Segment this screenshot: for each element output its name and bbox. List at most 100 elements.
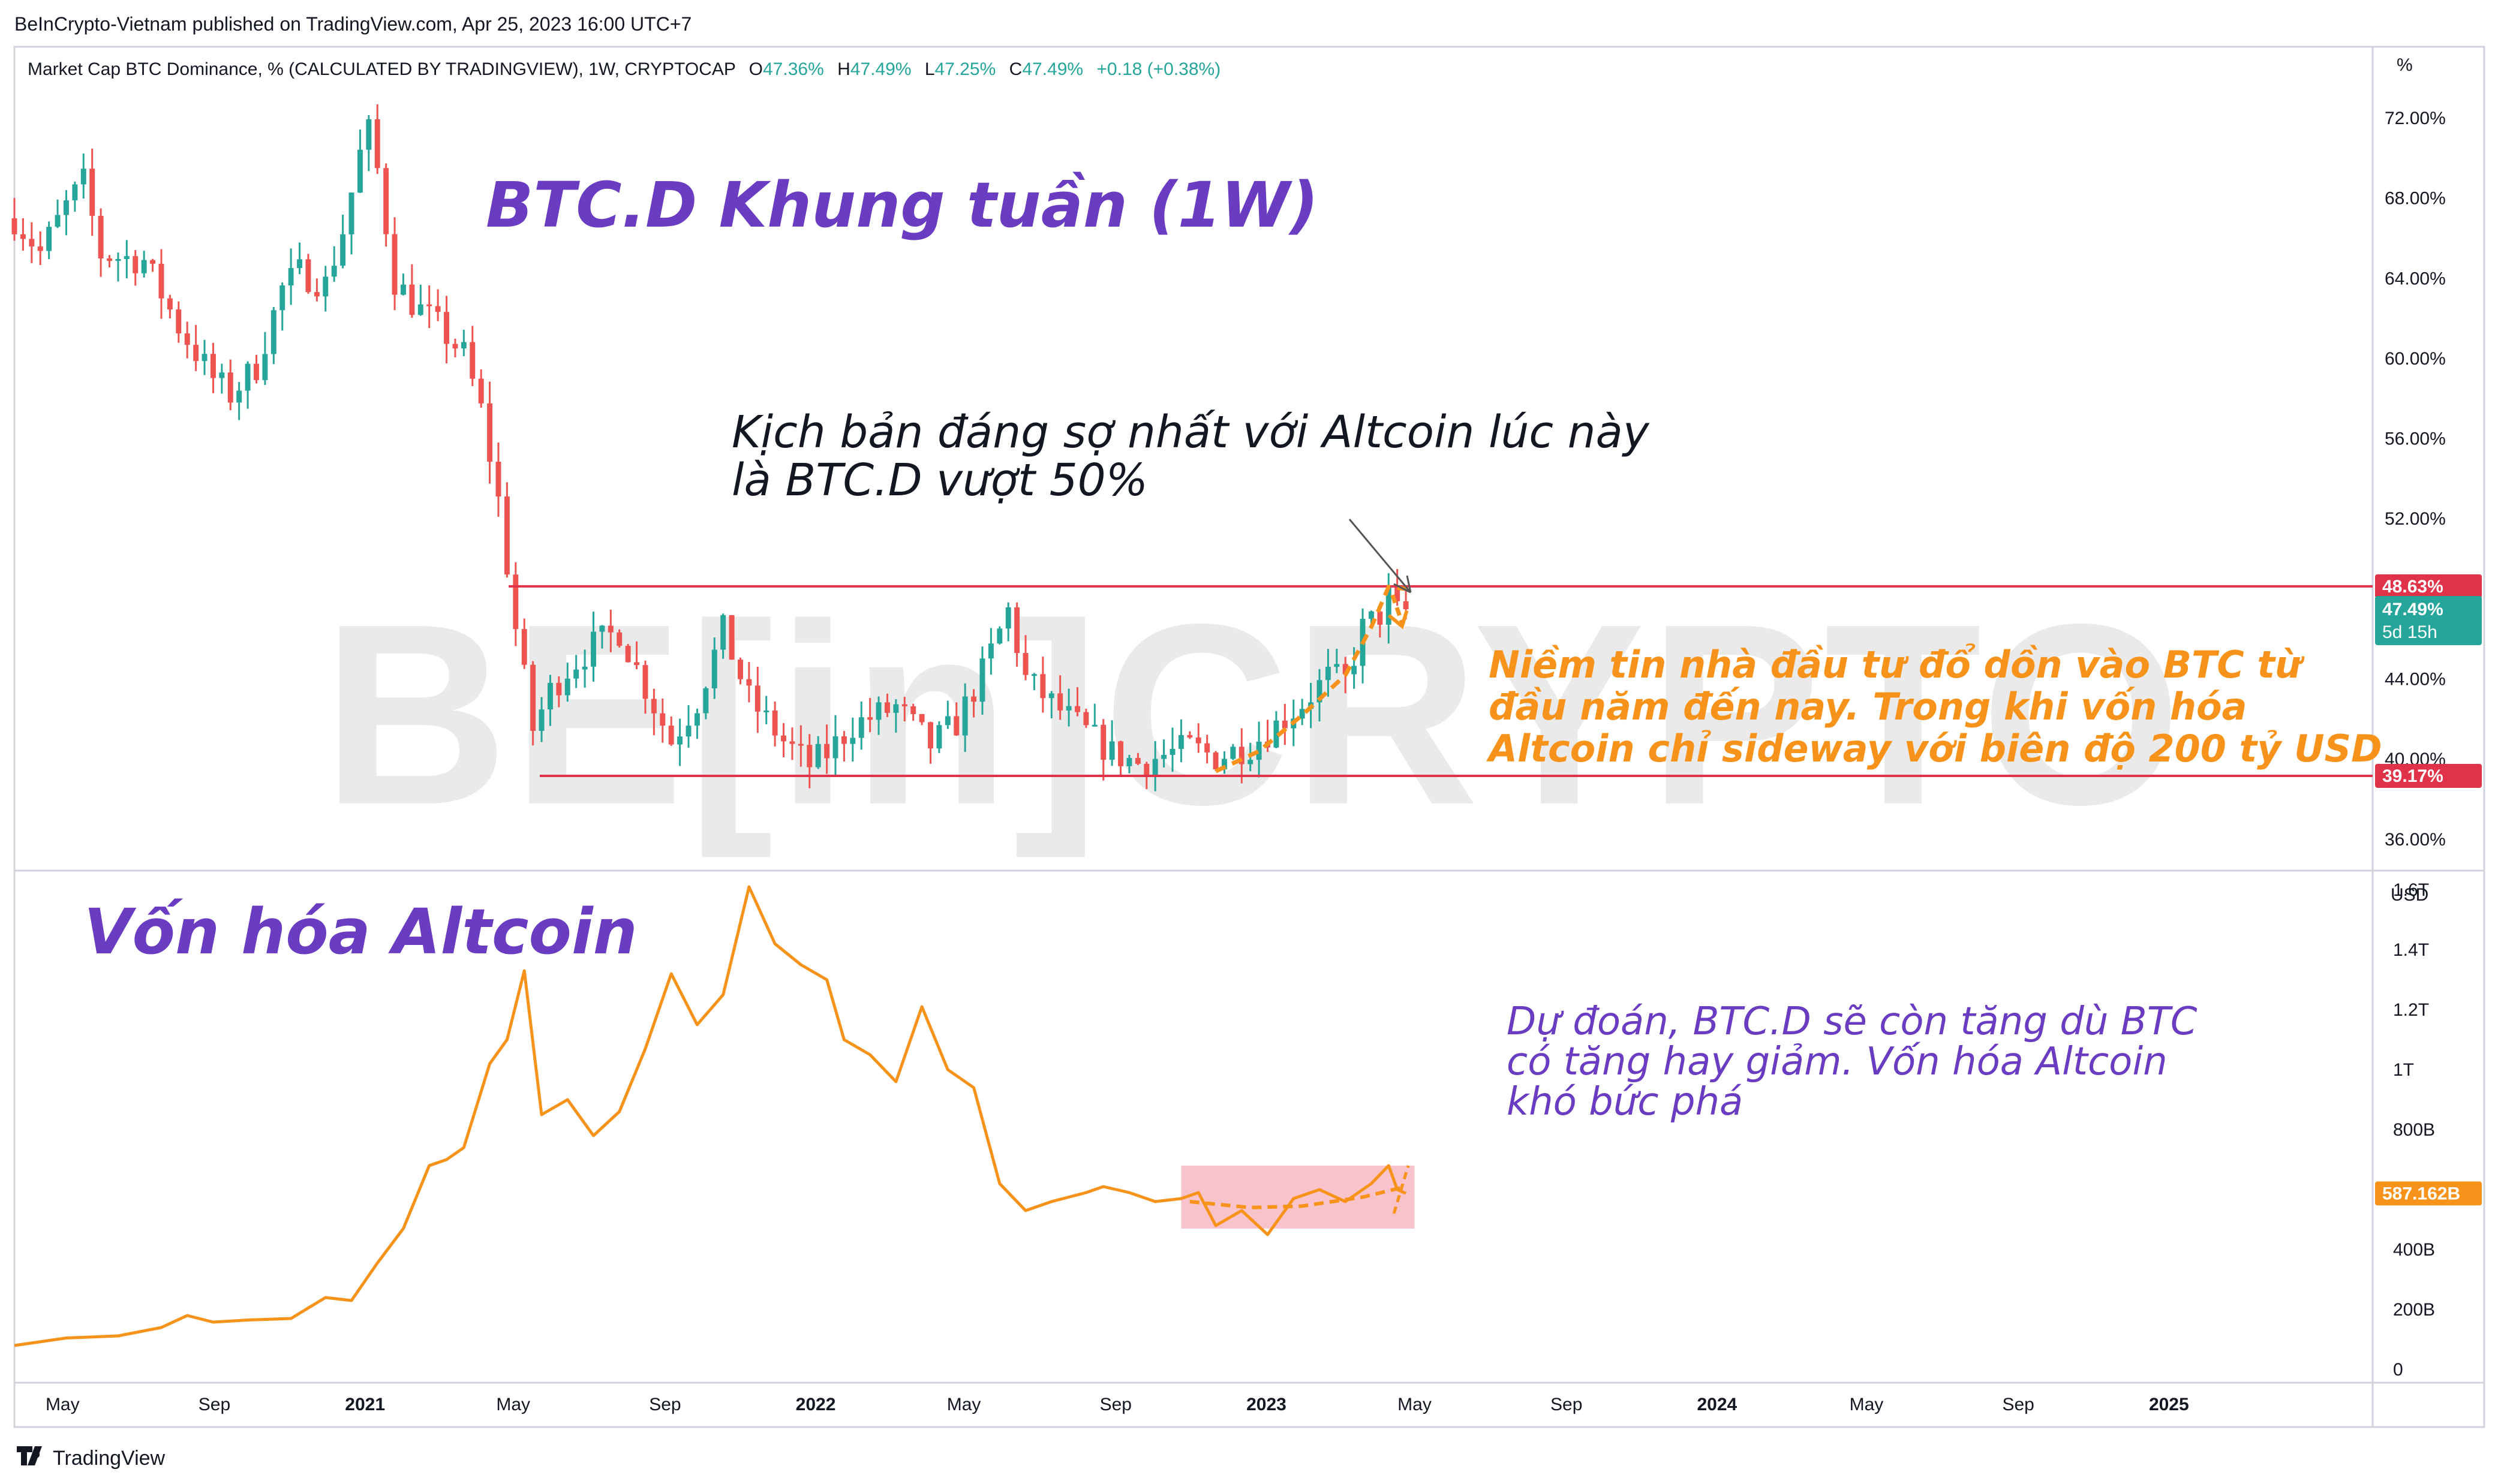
belief-annotation-line2: đầu năm đến nay. Trong khi vốn hóa <box>1489 685 2247 729</box>
x-tick: May <box>1397 1395 1432 1414</box>
candle-body <box>746 679 752 686</box>
candle-body <box>487 403 493 462</box>
altcoin-sideway-arrow <box>1392 1165 1410 1214</box>
candle-body <box>470 342 476 379</box>
candle-body <box>383 168 389 234</box>
x-tick: 2025 <box>2149 1395 2189 1414</box>
x-tick: Sep <box>2002 1395 2034 1414</box>
candle-body <box>348 192 354 234</box>
candle-body <box>107 258 112 261</box>
btcd-y-tick: 36.00% <box>2385 830 2446 850</box>
candle-body <box>80 168 86 185</box>
candle-body <box>815 743 821 767</box>
candle-body <box>530 664 536 731</box>
candle-body <box>910 706 916 714</box>
last-price-tag: 47.49% <box>2382 600 2443 619</box>
candle-body <box>202 354 208 362</box>
candle-body <box>634 662 640 666</box>
candle-body <box>426 304 432 306</box>
candle-body <box>1230 746 1236 759</box>
candle-body <box>323 276 329 297</box>
tradingview-logo[interactable]: TradingView <box>17 1446 166 1470</box>
legend-open: 47.36% <box>763 59 824 79</box>
altcoin-last-price-tag-bg <box>2375 1181 2482 1206</box>
x-tick: May <box>1850 1395 1884 1414</box>
altcoin-cap-line <box>14 885 1407 1347</box>
x-tick: Sep <box>1550 1395 1582 1414</box>
candle-body <box>599 625 605 632</box>
candle-body <box>89 168 95 216</box>
candle-body <box>1161 754 1167 759</box>
candle-body <box>478 378 484 404</box>
candle-body <box>133 256 139 273</box>
candle-body <box>617 632 623 646</box>
altcoin-y-tick: 200B <box>2393 1300 2435 1320</box>
btcd-trend-arrowhead <box>1387 610 1409 630</box>
candle-body <box>305 259 311 293</box>
candle-body <box>573 669 579 679</box>
candle-body <box>245 363 251 391</box>
btcd-y-tick: 60.00% <box>2385 349 2446 369</box>
candle-body <box>227 372 233 403</box>
candle-body <box>703 688 709 714</box>
forecast-annotation-line2: có tăng hay giảm. Vốn hóa Altcoin <box>1507 1040 2168 1084</box>
candle-body <box>1187 735 1193 738</box>
candle-body <box>901 704 907 706</box>
candle-body <box>1040 674 1046 699</box>
candle-body <box>582 666 588 670</box>
candle-body <box>288 268 294 286</box>
candle-body <box>495 462 501 497</box>
x-tick: 2022 <box>796 1395 836 1414</box>
x-tick: May <box>947 1395 981 1414</box>
candle-body <box>29 239 35 247</box>
candle-body <box>971 696 977 702</box>
candle-body <box>1325 667 1331 681</box>
x-tick: May <box>496 1395 530 1414</box>
altcoin-y-tick: 1.4T <box>2393 940 2429 960</box>
btcd-y-tick: 72.00% <box>2385 109 2446 128</box>
candle-body <box>807 745 813 767</box>
candle-body <box>72 184 78 201</box>
candle-body <box>98 215 104 259</box>
altcoin-y-tick: 400B <box>2393 1240 2435 1260</box>
x-tick: May <box>46 1395 80 1414</box>
candle-body <box>1334 664 1340 667</box>
candle-body <box>374 119 380 168</box>
candle-body <box>1299 709 1305 719</box>
candle-body <box>1403 601 1409 609</box>
candle-body <box>1213 752 1219 770</box>
legend-high: 47.49% <box>850 59 912 79</box>
candle-body <box>1075 706 1080 712</box>
btcd-trend-dashed <box>1215 585 1406 773</box>
candle-body <box>193 345 199 362</box>
candle-body <box>754 685 760 712</box>
altcoin-sideway-dashed <box>1189 1185 1406 1210</box>
candle-body <box>167 298 173 310</box>
candle-body <box>401 284 406 295</box>
candle-body <box>694 713 700 726</box>
altcoin-y-tick: 1.6T <box>2393 880 2429 900</box>
altcoin-y-tick: 1.2T <box>2393 1000 2429 1020</box>
altcoin-title-annotation: Vốn hóa Altcoin <box>84 895 638 968</box>
candle-body <box>1023 653 1029 675</box>
altcoin-y-tick: 0 <box>2393 1360 2403 1380</box>
candle-body <box>1282 720 1288 729</box>
candle-body <box>1057 693 1063 711</box>
candle-body <box>452 344 458 349</box>
candle-body <box>763 710 769 712</box>
candle-body <box>409 284 415 315</box>
candle-body <box>1273 720 1279 748</box>
candle-body <box>686 726 692 737</box>
candle-body <box>1048 693 1054 699</box>
candle-body <box>867 717 873 720</box>
candle-body <box>392 234 398 295</box>
candle-body <box>1135 758 1141 764</box>
candle-body <box>738 660 743 679</box>
axes: % 72.00% 68.00% 64.00% 60.00% 56.00% 52.00% 48.… <box>46 55 2482 1414</box>
candle-body <box>945 716 951 726</box>
candle-body <box>962 696 968 736</box>
candle-body <box>858 717 864 738</box>
candle-body <box>37 246 43 251</box>
candle-body <box>1118 741 1124 766</box>
pointer-arrow <box>1348 519 1412 594</box>
